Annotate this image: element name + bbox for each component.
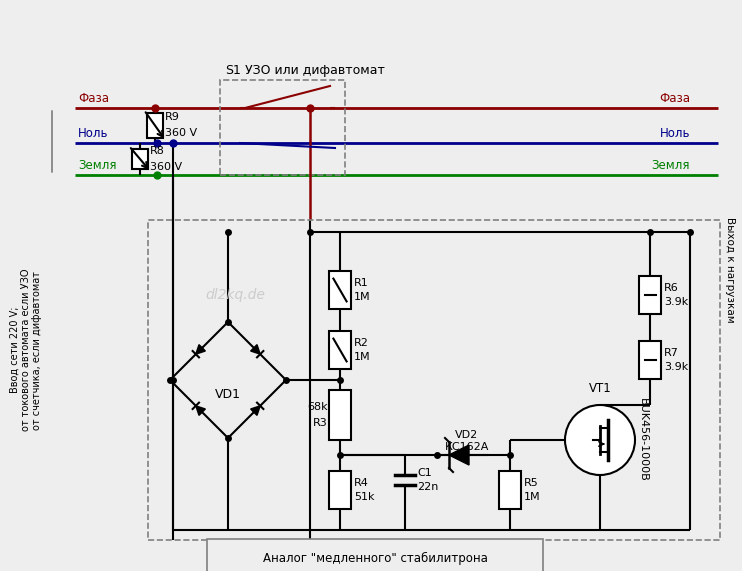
- Bar: [329, 331, 351, 369]
- Polygon shape: [196, 406, 206, 415]
- Text: R1: R1: [354, 278, 369, 288]
- Bar: [639, 276, 661, 314]
- Polygon shape: [449, 445, 469, 465]
- Polygon shape: [196, 345, 206, 354]
- Text: R2: R2: [354, 338, 369, 348]
- Text: R6: R6: [664, 283, 679, 293]
- Text: S1: S1: [225, 64, 241, 77]
- Text: R9: R9: [165, 112, 180, 123]
- Text: 22n: 22n: [417, 482, 439, 492]
- Text: 3.9k: 3.9k: [664, 297, 689, 307]
- Bar: [329, 390, 351, 440]
- Text: 68k: 68k: [307, 402, 328, 412]
- Text: 1M: 1M: [524, 492, 541, 502]
- Bar: [329, 271, 351, 309]
- Text: Фаза: Фаза: [659, 92, 690, 105]
- Bar: [147, 113, 163, 138]
- Bar: [132, 149, 148, 169]
- Text: 360 V: 360 V: [150, 162, 182, 172]
- Bar: [639, 341, 661, 379]
- Text: Фаза: Фаза: [78, 92, 109, 105]
- Polygon shape: [251, 345, 260, 354]
- Text: Земля: Земля: [78, 159, 116, 172]
- Text: BUK456-1000B: BUK456-1000B: [638, 398, 648, 482]
- Text: Ноль: Ноль: [78, 127, 108, 140]
- Text: Аналог "медленного" стабилитрона: Аналог "медленного" стабилитрона: [263, 552, 487, 565]
- Text: C1: C1: [417, 468, 432, 478]
- Text: УЗО или дифавтомат: УЗО или дифавтомат: [245, 64, 385, 77]
- Text: R7: R7: [664, 348, 679, 358]
- Text: R4: R4: [354, 478, 369, 488]
- Text: 1M: 1M: [354, 352, 370, 362]
- Polygon shape: [251, 406, 260, 415]
- Text: от счетчика, если дифавтомат: от счетчика, если дифавтомат: [32, 271, 42, 429]
- Text: R3: R3: [313, 418, 328, 428]
- Text: 1M: 1M: [354, 292, 370, 302]
- Text: VT1: VT1: [588, 382, 611, 395]
- FancyBboxPatch shape: [207, 539, 543, 571]
- Bar: [499, 471, 521, 509]
- Text: Земля: Земля: [651, 159, 690, 172]
- Text: R8: R8: [150, 146, 165, 156]
- Text: 360 V: 360 V: [165, 128, 197, 139]
- Text: VD2: VD2: [456, 430, 479, 440]
- Text: Ввод сети 220 V;: Ввод сети 220 V;: [10, 307, 20, 393]
- Text: КС162А: КС162А: [444, 442, 489, 452]
- Text: dl2kq.de: dl2kq.de: [205, 288, 265, 302]
- Text: R5: R5: [524, 478, 539, 488]
- Text: от токового автомата если УЗО: от токового автомата если УЗО: [21, 269, 31, 431]
- Text: 51k: 51k: [354, 492, 375, 502]
- Text: Ноль: Ноль: [660, 127, 690, 140]
- Text: 3.9k: 3.9k: [664, 362, 689, 372]
- Text: Выход к нагрузкам: Выход к нагрузкам: [725, 217, 735, 323]
- Bar: [329, 471, 351, 509]
- Text: VD1: VD1: [215, 388, 241, 401]
- Circle shape: [565, 405, 635, 475]
